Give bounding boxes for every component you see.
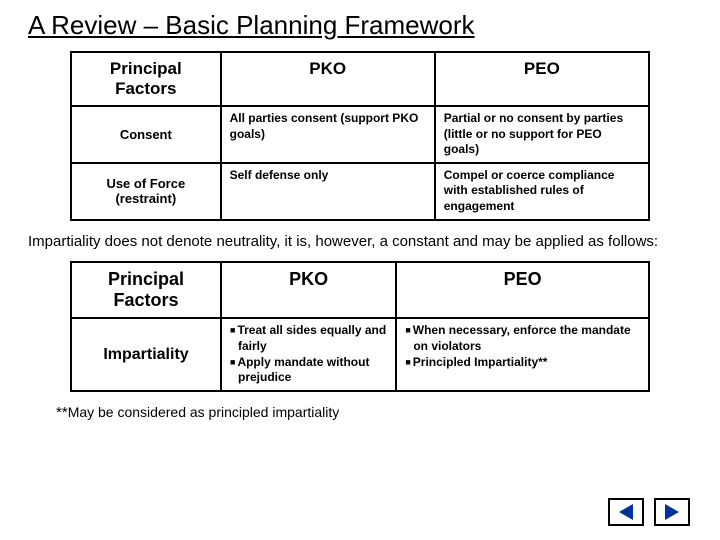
row-label-impartiality: Impartiality [71,318,221,390]
prev-button[interactable] [608,498,644,526]
bullet-icon: ■ [405,325,410,335]
table-row: Use of Force (restraint) Self defense on… [71,163,649,220]
arrow-left-icon [619,504,633,520]
row-label-force-l2: (restraint) [115,191,176,206]
impartiality-note: Impartiality does not denote neutrality,… [28,233,692,252]
row-label-force-l1: Use of Force [106,176,185,191]
arrow-right-icon [665,504,679,520]
table-row: Consent All parties consent (support PKO… [71,106,649,163]
bullet-icon: ■ [405,357,410,367]
footnote-text: May be considered as principled impartia… [68,404,340,420]
page-title: A Review – Basic Planning Framework [28,10,692,41]
col-header-pko-2: PKO [221,262,396,318]
bullet-item: ■Apply mandate without prejudice [230,355,387,386]
bullet-text: When necessary, enforce the mandate on v… [413,323,631,353]
cell-impartiality-pko: ■Treat all sides equally and fairly ■App… [221,318,396,390]
bullet-icon: ■ [230,357,235,367]
row-label-consent: Consent [71,106,221,163]
footnote: **May be considered as principled impart… [56,404,692,421]
cell-force-peo: Compel or coerce compliance with establi… [435,163,649,220]
col-header-peo-2: PEO [396,262,649,318]
table-impartiality: Principal Factors PKO PEO Impartiality ■… [70,261,650,391]
table-header-row: Principal Factors PKO PEO [71,262,649,318]
cell-consent-peo: Partial or no consent by parties (little… [435,106,649,163]
col-header-peo: PEO [435,52,649,106]
row-label-force: Use of Force (restraint) [71,163,221,220]
col-header-factors-2: Principal Factors [71,262,221,318]
bullet-text: Treat all sides equally and fairly [237,323,386,353]
col-header-factors: Principal Factors [71,52,221,106]
table-row: Impartiality ■Treat all sides equally an… [71,318,649,390]
bullet-text: Apply mandate without prejudice [237,355,369,385]
footnote-marker: ** [56,404,68,421]
bullet-text: Principled Impartiality** [413,355,548,369]
cell-consent-pko: All parties consent (support PKO goals) [221,106,435,163]
bullet-item: ■Principled Impartiality** [405,355,640,371]
table-principal-factors-1: Principal Factors PKO PEO Consent All pa… [70,51,650,221]
bullet-item: ■When necessary, enforce the mandate on … [405,323,640,354]
col-header-pko: PKO [221,52,435,106]
nav-controls [608,498,690,526]
slide-container: A Review – Basic Planning Framework Prin… [0,0,720,421]
bullet-icon: ■ [230,325,235,335]
cell-impartiality-peo: ■When necessary, enforce the mandate on … [396,318,649,390]
next-button[interactable] [654,498,690,526]
bullet-item: ■Treat all sides equally and fairly [230,323,387,354]
cell-force-pko: Self defense only [221,163,435,220]
table-header-row: Principal Factors PKO PEO [71,52,649,106]
